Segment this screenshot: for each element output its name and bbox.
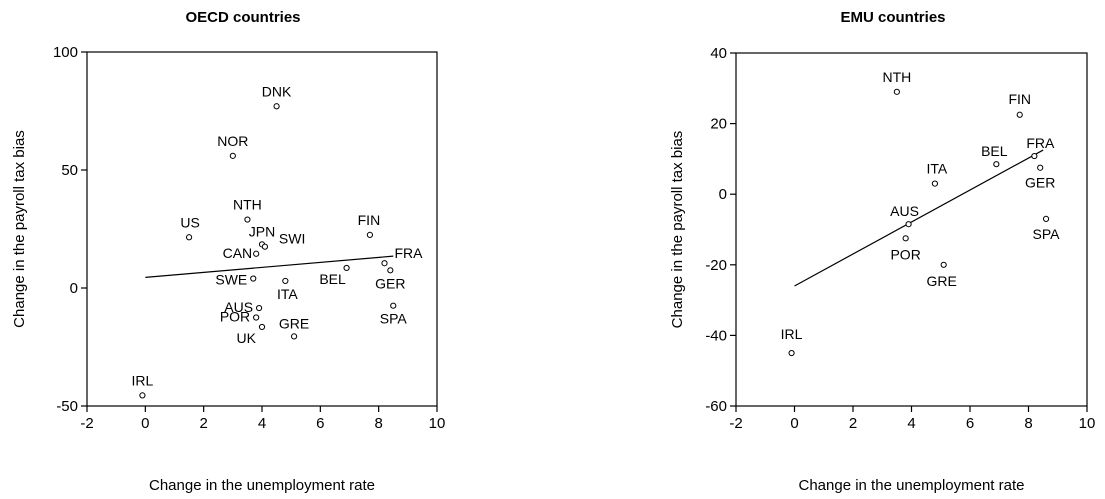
point-label-spa: SPA bbox=[380, 311, 408, 327]
point-label-irl: IRL bbox=[781, 326, 803, 342]
data-point-ita bbox=[282, 277, 289, 285]
data-point-fin bbox=[366, 231, 374, 238]
x-tick-label: 6 bbox=[316, 415, 324, 432]
point-label-gre: GRE bbox=[927, 273, 957, 289]
point-label-dnk: DNK bbox=[262, 83, 292, 99]
data-point-nor bbox=[229, 152, 236, 159]
y-tick-label: 20 bbox=[710, 116, 727, 133]
y-tick-label: 0 bbox=[70, 280, 78, 297]
x-tick-label: 10 bbox=[1079, 415, 1096, 432]
fit-line bbox=[145, 255, 394, 278]
point-label-can: CAN bbox=[223, 245, 253, 261]
point-label-fra: FRA bbox=[395, 245, 424, 261]
data-point-gre bbox=[940, 261, 947, 268]
point-label-nth: NTH bbox=[882, 69, 911, 85]
y-tick-label: -40 bbox=[705, 327, 727, 344]
point-label-nth: NTH bbox=[233, 197, 262, 213]
point-label-bel: BEL bbox=[319, 271, 346, 287]
point-label-swi: SWI bbox=[279, 231, 305, 247]
data-point-bel bbox=[993, 161, 1000, 168]
x-tick-label: 6 bbox=[966, 415, 974, 432]
y-axis-label: Change in the payroll tax bias bbox=[669, 131, 686, 329]
x-tick-label: 8 bbox=[1024, 415, 1032, 432]
x-tick-label: 4 bbox=[258, 415, 266, 432]
chart-title: EMU countries bbox=[840, 9, 945, 26]
data-point-nth bbox=[893, 88, 900, 95]
data-point-us bbox=[185, 234, 193, 241]
point-label-irl: IRL bbox=[132, 372, 154, 388]
data-point-bel bbox=[343, 264, 350, 272]
y-axis-label: Change in the payroll tax bias bbox=[11, 130, 28, 328]
point-label-swe: SWE bbox=[215, 272, 247, 288]
data-point-ger bbox=[387, 267, 394, 274]
data-point-ita bbox=[931, 180, 939, 187]
data-point-fra bbox=[381, 260, 388, 267]
data-point-nth bbox=[244, 216, 251, 223]
x-tick-label: 0 bbox=[790, 415, 798, 432]
data-point-swe bbox=[250, 275, 257, 282]
x-tick-label: 0 bbox=[141, 415, 149, 432]
x-tick-label: 8 bbox=[374, 415, 382, 432]
y-tick-label: 0 bbox=[719, 186, 727, 203]
data-point-spa bbox=[390, 302, 397, 309]
y-tick-label: -50 bbox=[56, 398, 78, 415]
point-label-us: US bbox=[180, 214, 199, 230]
y-tick-label: -20 bbox=[705, 257, 727, 274]
y-tick-label: 50 bbox=[61, 162, 78, 179]
point-label-uk: UK bbox=[237, 330, 257, 346]
data-point-fra bbox=[1031, 152, 1038, 160]
y-tick-label: 40 bbox=[710, 45, 727, 62]
x-tick-label: -2 bbox=[729, 415, 742, 432]
data-point-fin bbox=[1016, 111, 1023, 118]
point-label-ger: GER bbox=[1025, 175, 1055, 191]
chart-panel-1: OECD countries Change in the payroll tax … bbox=[11, 9, 445, 494]
point-label-por: POR bbox=[220, 309, 250, 325]
data-point-irl bbox=[139, 392, 146, 399]
point-label-gre: GRE bbox=[279, 315, 309, 331]
y-tick-label: -60 bbox=[705, 398, 727, 415]
x-tick-label: 4 bbox=[907, 415, 915, 432]
point-label-fin: FIN bbox=[1008, 91, 1031, 107]
x-tick-label: 2 bbox=[849, 415, 857, 432]
y-tick-label: 100 bbox=[53, 44, 78, 61]
point-label-jpn: JPN bbox=[249, 223, 275, 239]
data-point-aus bbox=[255, 304, 263, 312]
x-axis-label: Change in the unemployment rate bbox=[149, 477, 375, 494]
x-tick-label: 2 bbox=[199, 415, 207, 432]
point-label-fin: FIN bbox=[358, 212, 381, 228]
data-point-uk bbox=[258, 323, 266, 331]
chart-title: OECD countries bbox=[185, 9, 300, 26]
point-label-nor: NOR bbox=[217, 133, 248, 149]
data-point-dnk bbox=[273, 103, 280, 110]
point-label-spa: SPA bbox=[1033, 226, 1061, 242]
point-label-ger: GER bbox=[375, 275, 405, 291]
data-point-ger bbox=[1037, 164, 1044, 171]
data-point-por bbox=[253, 314, 260, 321]
point-label-ita: ITA bbox=[277, 286, 298, 302]
x-axis-label: Change in the unemployment rate bbox=[799, 477, 1025, 494]
x-tick-label: 10 bbox=[429, 415, 446, 432]
point-label-aus: AUS bbox=[890, 203, 919, 219]
data-point-can bbox=[253, 250, 260, 257]
point-label-por: POR bbox=[890, 246, 920, 262]
chart-panel-2: EMU countries Change in the payroll tax b… bbox=[669, 9, 1095, 494]
point-label-aus: AUS bbox=[224, 299, 253, 315]
point-label-bel: BEL bbox=[981, 143, 1008, 159]
data-point-irl bbox=[788, 349, 795, 357]
x-tick-label: -2 bbox=[80, 415, 93, 432]
point-label-ita: ITA bbox=[927, 161, 948, 177]
fit-line bbox=[794, 149, 1044, 287]
data-point-swi bbox=[261, 243, 269, 250]
data-point-aus bbox=[905, 221, 912, 228]
point-label-fra: FRA bbox=[1026, 135, 1055, 151]
data-point-por bbox=[902, 235, 909, 242]
data-point-gre bbox=[290, 333, 298, 340]
data-point-spa bbox=[1042, 215, 1050, 223]
